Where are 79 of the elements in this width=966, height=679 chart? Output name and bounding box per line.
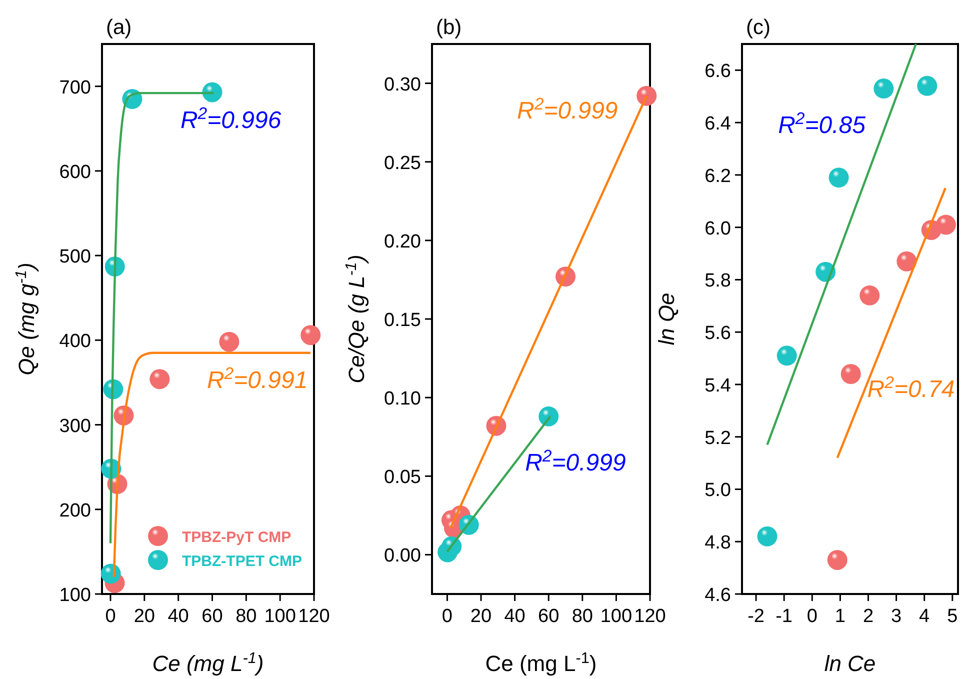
point: [636, 86, 657, 106]
chart-title: (b): [436, 16, 462, 39]
y-tick-label: 6.2: [704, 166, 731, 187]
x-tick-label: 40: [168, 606, 189, 627]
x-tick-label: 120: [634, 606, 666, 627]
annotation: R$^{2}$=0.996: [180, 104, 282, 134]
y-tick-label: 700: [59, 77, 91, 98]
y-tick-label: 0.20: [384, 231, 421, 252]
legend-label: TPBZ-TPET CMP: [182, 553, 302, 570]
y-tick-label: 500: [59, 246, 91, 268]
y-tick-label: 300: [59, 416, 91, 437]
annotation: R$^{2}$=0.85: [778, 108, 866, 140]
annotation: R$^{2}$=0.999: [525, 446, 626, 476]
x-tick-label: 5: [947, 606, 958, 627]
x-tick-label: 0: [442, 606, 452, 627]
y-axis-title: ln Qe: [654, 292, 679, 346]
x-tick-label: 20: [470, 606, 492, 627]
x-axis-title: Ce (mg L$^{-1}$): [485, 650, 597, 676]
x-tick-label: 80: [236, 606, 257, 627]
annotation: R$^{2}$=0.74: [867, 372, 955, 404]
point: [538, 406, 559, 426]
point: [936, 214, 956, 235]
x-tick-label: 80: [572, 606, 593, 627]
point: [840, 364, 861, 384]
point: [100, 564, 121, 584]
y-tick-label: 6.0: [704, 218, 731, 240]
x-tick-label: 60: [202, 606, 223, 627]
chart-title: (a): [106, 16, 132, 39]
x-tick-label: 0: [105, 606, 116, 627]
point: [150, 369, 170, 390]
y-tick-label: 6.6: [704, 61, 731, 82]
point: [896, 251, 917, 272]
y-tick-label: 5.6: [704, 323, 731, 344]
point: [874, 78, 894, 99]
x-axis-title: ln Ce: [824, 651, 876, 676]
y-tick-label: 0.05: [384, 467, 421, 488]
y-tick-label: 0.25: [384, 152, 421, 174]
y-tick-label: 4.6: [704, 585, 731, 606]
x-tick-label: -2: [748, 606, 764, 627]
x-tick-label: 4: [919, 606, 930, 627]
y-tick-label: 0.00: [384, 546, 421, 567]
x-tick-label: 20: [134, 606, 155, 627]
chart-title: (c): [746, 16, 770, 39]
x-tick-label: -1: [776, 606, 793, 627]
y-tick-label: 5.4: [704, 375, 732, 396]
x-tick-label: 40: [504, 606, 526, 627]
y-tick-label: 0.10: [384, 388, 421, 410]
point: [219, 332, 240, 352]
x-tick-label: 100: [600, 606, 632, 627]
y-tick-label: 0.15: [384, 310, 421, 331]
y-tick-label: 600: [59, 162, 91, 183]
y-tick-label: 6.4: [704, 114, 732, 135]
y-tick-label: 100: [59, 585, 91, 606]
annotation: R$^{2}$=0.991: [206, 363, 308, 394]
annotation: R$^{2}$=0.999: [517, 94, 618, 124]
legend-label: TPBZ-PyT CMP: [182, 529, 292, 546]
y-tick-label: 200: [59, 500, 91, 522]
y-tick-label: 5.0: [704, 480, 731, 502]
x-tick-label: 120: [298, 606, 330, 627]
y-tick-label: 0.30: [384, 74, 421, 96]
point: [776, 346, 797, 366]
point: [860, 285, 880, 306]
x-tick-label: 100: [264, 606, 296, 627]
y-tick-label: 400: [59, 331, 91, 352]
x-tick-label: 2: [862, 606, 874, 627]
x-tick-label: 60: [538, 606, 560, 627]
point: [300, 325, 321, 346]
point: [917, 76, 938, 96]
y-tick-label: 5.2: [704, 428, 731, 449]
y-tick-label: 5.8: [704, 270, 731, 292]
point: [828, 168, 849, 188]
x-tick-label: 0: [806, 606, 818, 627]
point: [202, 82, 222, 102]
x-tick-label: 3: [890, 606, 902, 627]
x-axis-title: Ce (mg L$^{-1}$): [152, 650, 264, 676]
y-tick-label: 4.8: [704, 532, 731, 554]
point: [757, 526, 778, 546]
x-tick-label: 1: [834, 606, 846, 627]
point: [827, 550, 848, 570]
